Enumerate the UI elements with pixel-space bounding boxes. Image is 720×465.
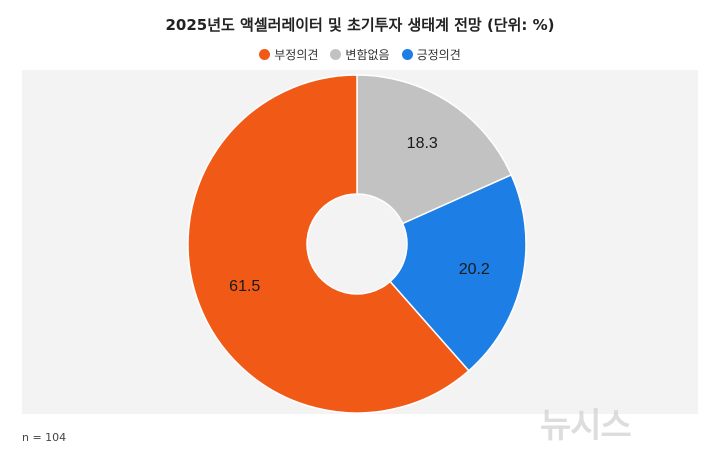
donut-chart: 18.3 20.2 61.5 (187, 74, 527, 414)
legend-item-positive: 긍정의견 (401, 46, 461, 63)
legend: 부정의견 변함없음 긍정의견 (0, 46, 720, 63)
legend-swatch-negative (259, 49, 271, 60)
chart-title: 2025년도 액셀러레이터 및 초기투자 생태계 전망 (단위: %) (165, 16, 555, 34)
legend-label-positive: 긍정의견 (416, 48, 461, 62)
slice-negative (187, 74, 470, 414)
legend-item-negative: 부정의견 (259, 46, 318, 63)
slice-unchanged (356, 74, 513, 225)
data-label-unchanged: 18.3 (407, 135, 438, 152)
legend-swatch-positive (401, 49, 413, 60)
legend-label-negative: 부정의견 (274, 48, 319, 62)
news-agency-watermark: 뉴시스 (540, 406, 632, 446)
slice-positive (389, 173, 527, 372)
legend-swatch-unchanged (330, 49, 342, 60)
sample-size-note: n = 104 (22, 431, 67, 444)
legend-item-unchanged: 변함없음 (330, 46, 390, 63)
data-label-negative: 61.5 (229, 278, 260, 295)
plot-area: 18.3 20.2 61.5 (22, 70, 698, 414)
data-label-positive: 20.2 (459, 261, 490, 278)
legend-label-unchanged: 변함없음 (345, 48, 390, 62)
